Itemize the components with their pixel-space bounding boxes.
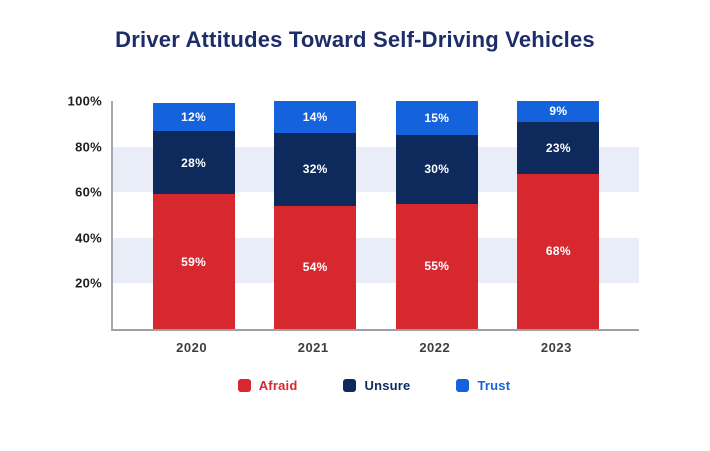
chart-title: Driver Attitudes Toward Self-Driving Veh… [115,27,595,52]
bar-column-2020: 59% 28% 12% [152,101,235,329]
bar-column-2023: 68% 23% 9% [517,101,600,329]
bar-segment-unsure-2023: 23% [517,121,600,174]
y-tick-label-40: 40% [75,230,102,246]
bar-segment-unsure-2022: 30% [395,135,478,204]
bar-segment-label: 68% [545,244,571,259]
bar-segment-trust-2021: 14% [274,101,357,133]
legend-label-unsure: Unsure [364,378,411,393]
y-tick-label-20: 20% [75,275,102,291]
bars-container: 59% 28% 12% 54% 32% 14% 55% 30% 15% 68% 23% 9% [113,101,639,329]
bar-segment-unsure-2020: 28% [152,130,235,195]
legend-item-afraid: Afraid [237,378,298,393]
bar-segment-label: 15% [424,111,450,126]
y-tick-label-100: 100% [67,93,102,109]
bar-segment-label: 12% [181,109,207,124]
y-axis-labels: 100% 80% 60% 40% 20% [38,94,102,329]
bar-segment-afraid-2021: 54% [274,205,357,329]
bar-segment-label: 32% [302,162,328,177]
legend-swatch-unsure-icon [343,379,357,392]
legend-label-trust: Trust [477,378,511,393]
bar-segment-trust-2022: 15% [395,101,478,136]
bar-segment-afraid-2022: 55% [395,203,478,329]
bar-column-2021: 54% 32% 14% [274,101,357,329]
bar-segment-afraid-2020: 59% [152,194,235,329]
legend-swatch-afraid-icon [237,379,251,392]
bar-segment-label: 28% [181,155,207,170]
legend: Afraid Unsure Trust [111,378,637,393]
legend-label-afraid: Afraid [258,378,298,393]
bar-segment-label: 30% [424,162,450,177]
bar-segment-label: 14% [302,109,328,124]
x-tick-label-2022: 2022 [419,340,451,355]
bar-segment-trust-2020: 12% [152,103,235,131]
bar-segment-trust-2023: 9% [517,101,600,122]
bar-segment-label: 55% [424,259,450,274]
y-tick-label-80: 80% [75,139,102,155]
bar-segment-label: 23% [545,140,571,155]
legend-item-trust: Trust [456,378,510,393]
legend-swatch-trust-icon [456,379,470,392]
legend-item-unsure: Unsure [343,378,410,393]
x-tick-label-2023: 2023 [540,340,572,355]
bar-column-2022: 55% 30% 15% [395,101,478,329]
bar-segment-label: 9% [549,104,568,119]
x-tick-label-2020: 2020 [176,340,208,355]
x-tick-label-2021: 2021 [297,340,329,355]
bar-segment-label: 54% [302,260,328,275]
bar-segment-afraid-2023: 68% [517,173,600,329]
y-tick-label-60: 60% [75,184,102,200]
bar-segment-label: 59% [181,254,207,269]
x-axis-labels: 2020 2021 2022 2023 [111,340,637,355]
plot-area: 59% 28% 12% 54% 32% 14% 55% 30% 15% 68% 23% 9% [111,101,639,331]
bar-segment-unsure-2021: 32% [274,132,357,206]
